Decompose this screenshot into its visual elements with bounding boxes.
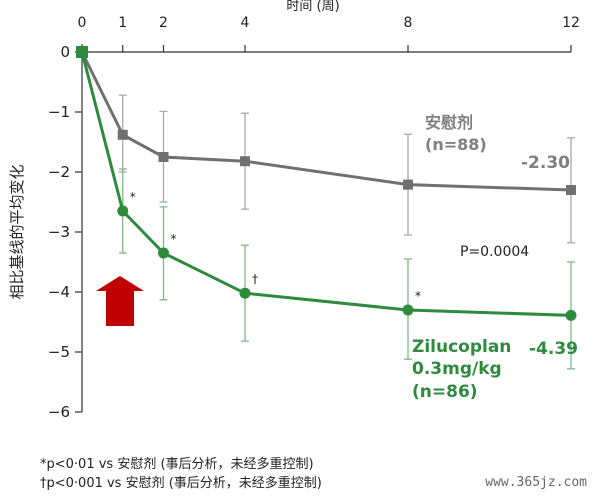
series-0 <box>80 51 576 244</box>
significance-mark: † <box>252 272 258 286</box>
zilucoplan-end-value: -4.39 <box>529 339 578 359</box>
zilucoplan-dose-label: 0.3mg/kg <box>412 359 502 379</box>
x-tick-label: 12 <box>562 15 580 31</box>
significance-mark: * <box>171 232 177 246</box>
data-point <box>158 152 169 162</box>
y-tick-label: −5 <box>48 343 70 361</box>
y-tick-label: −4 <box>48 283 70 301</box>
footnote-2: †p<0·001 vs 安慰剂 (事后分析，未经多重控制) <box>40 476 322 491</box>
series-line <box>80 51 572 317</box>
y-axis-label: 相比基线的平均变化 <box>8 164 26 299</box>
data-point <box>403 179 413 190</box>
zilucoplan-n-label: (n=86) <box>412 382 478 402</box>
data-point <box>565 309 577 321</box>
significance-mark: * <box>130 190 136 204</box>
x-tick-label: 0 <box>78 15 87 31</box>
highlight-arrow <box>96 276 144 326</box>
data-point <box>239 287 251 299</box>
y-tick-label: −3 <box>48 223 70 241</box>
y-tick-label: 0 <box>60 43 70 61</box>
data-point <box>117 205 129 217</box>
x-tick-label: 1 <box>118 15 127 31</box>
x-tick-label: 4 <box>241 15 250 31</box>
series-1: * * † * <box>80 51 577 370</box>
x-tick-label: 2 <box>159 15 168 31</box>
x-axis-label: 时间 (周) <box>286 0 339 14</box>
series-line <box>80 51 572 192</box>
p-value-label: P=0.0004 <box>460 244 529 260</box>
baseline-point <box>76 46 88 58</box>
placebo-end-value: -2.30 <box>521 153 570 173</box>
data-point <box>117 129 128 140</box>
y-tick-label: −1 <box>48 103 70 121</box>
x-tick-label: 8 <box>404 15 413 31</box>
data-point <box>566 185 576 195</box>
y-tick-label: −2 <box>48 163 70 181</box>
data-point <box>158 247 169 259</box>
zilucoplan-name-label: Zilucoplan <box>412 337 511 357</box>
data-point <box>240 156 250 167</box>
footnote-1: *p<0·01 vs 安慰剂 (事后分析，未经多重控制) <box>40 457 314 472</box>
watermark: www.365jz.com <box>485 475 587 490</box>
y-tick-label: −6 <box>48 403 70 421</box>
placebo-n-label: (n=88) <box>425 135 487 154</box>
significance-mark: * <box>415 289 421 303</box>
placebo-name-label: 安慰剂 <box>425 113 473 132</box>
data-point <box>402 304 414 316</box>
